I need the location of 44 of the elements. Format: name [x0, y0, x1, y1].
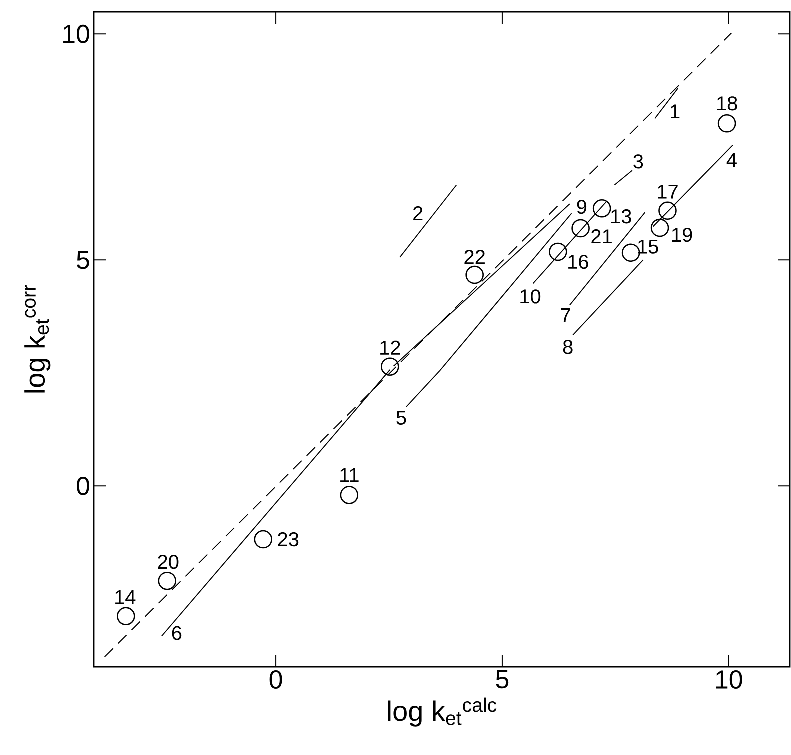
point — [622, 244, 640, 262]
annotation: 11 — [340, 468, 359, 482]
annotation: 22 — [464, 250, 485, 264]
point — [549, 242, 568, 262]
annotation: 3 — [634, 154, 644, 169]
x-axis-title: log k$_{et}$calc — [388, 698, 497, 727]
point — [572, 219, 590, 238]
point — [718, 114, 736, 133]
point — [254, 530, 273, 549]
annotation: 14 — [116, 590, 136, 604]
x-tick-label: 5 — [496, 670, 509, 689]
annotation: 23 — [278, 532, 299, 547]
point — [466, 266, 484, 284]
annotation: 15 — [638, 240, 658, 254]
annotation: 20 — [158, 555, 179, 570]
x-tick-label: 10 — [716, 670, 742, 689]
annotation: 13 — [611, 210, 632, 224]
annotation: 21 — [592, 230, 612, 244]
annotation: 1 — [671, 104, 680, 119]
annotation: 10 — [520, 290, 541, 304]
point — [381, 358, 400, 376]
point — [658, 202, 677, 220]
annotation: 9 — [577, 200, 587, 214]
point — [158, 572, 177, 590]
y-tick-label: 0 — [77, 476, 90, 496]
annotation: 18 — [717, 96, 738, 111]
annotation: 8 — [563, 340, 573, 354]
annotation: 4 — [726, 153, 737, 168]
annotation: 5 — [396, 411, 406, 426]
point — [340, 486, 359, 504]
x-tick-label: 0 — [270, 670, 282, 689]
annotation: 19 — [672, 228, 692, 242]
annotation: 7 — [561, 308, 570, 322]
point — [117, 607, 136, 626]
annotation: 6 — [172, 626, 182, 640]
annotation: 17 — [658, 185, 678, 199]
annotation: 2 — [414, 206, 423, 220]
point — [592, 199, 612, 218]
annotation: 16 — [568, 254, 588, 270]
y-tick-label: 10 — [64, 24, 90, 44]
point — [650, 218, 670, 238]
y-tick-label: 5 — [77, 251, 90, 270]
y-axis-title: log k$_{et}$corr — [24, 285, 51, 393]
annotation: 12 — [380, 340, 400, 355]
